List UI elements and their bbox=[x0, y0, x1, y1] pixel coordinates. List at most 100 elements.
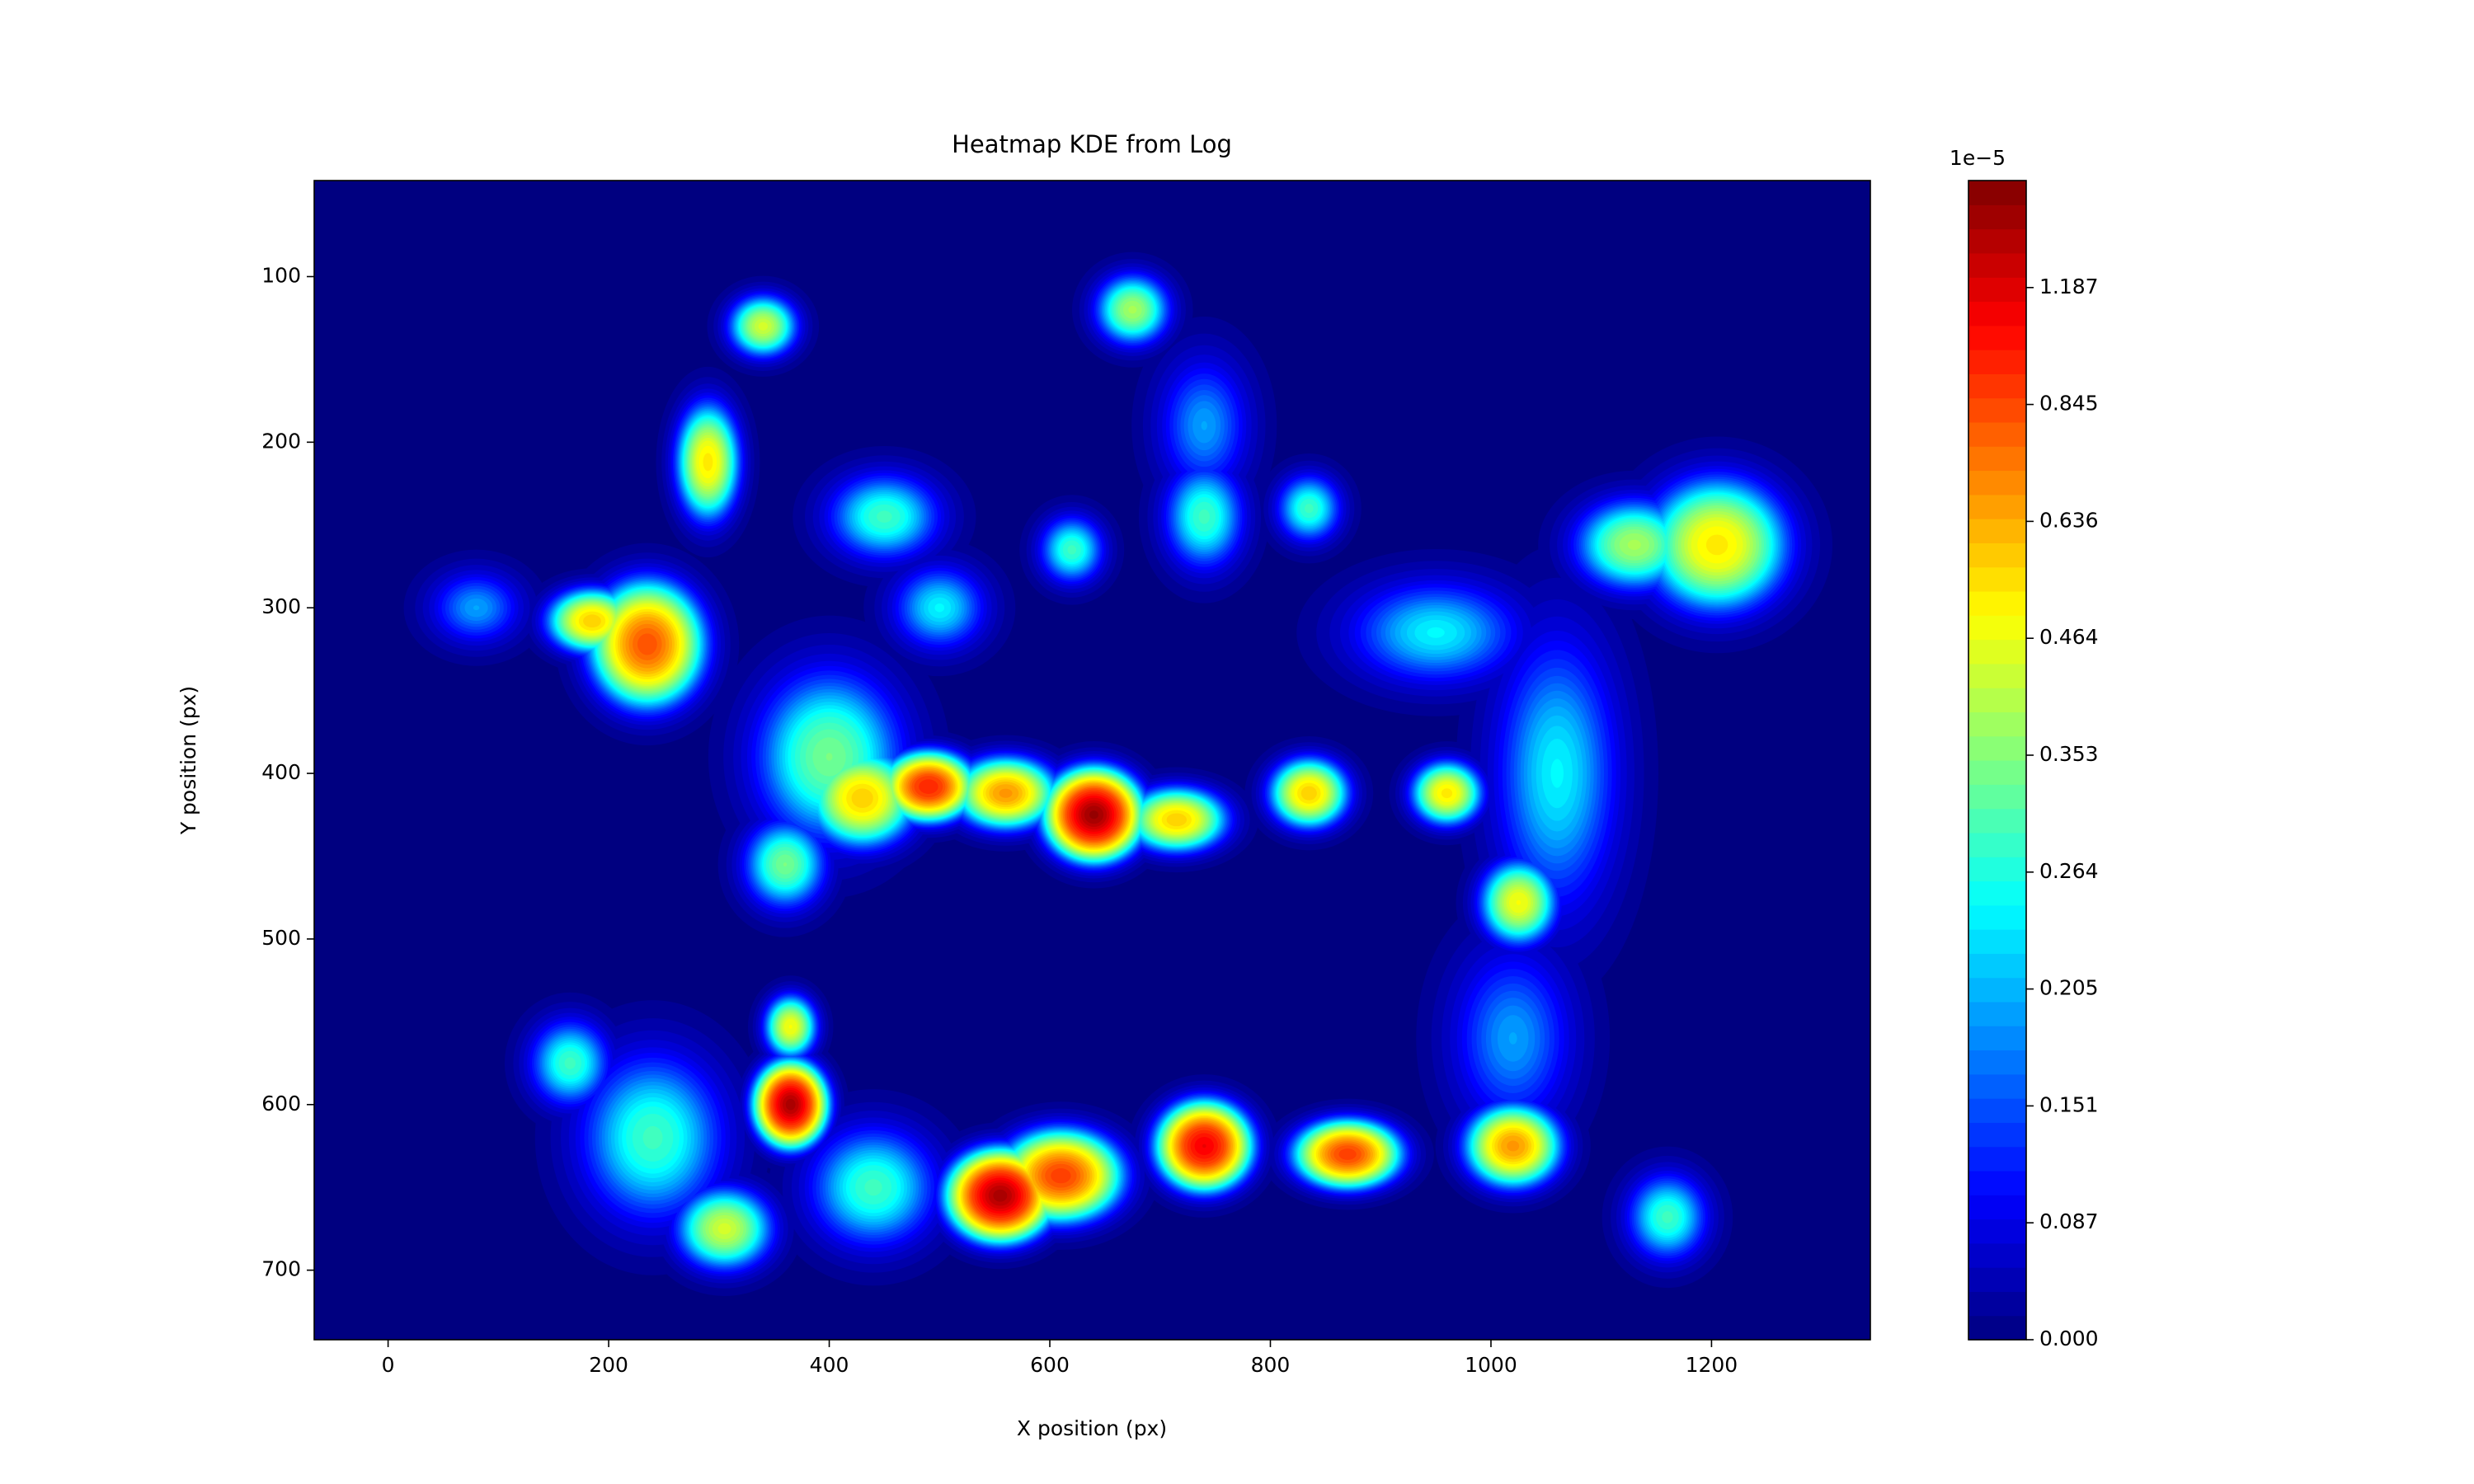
colorbar-band bbox=[1968, 711, 2026, 737]
density-contour bbox=[583, 614, 601, 628]
x-tick-label: 600 bbox=[1030, 1353, 1070, 1377]
colorbar-band bbox=[1968, 397, 2026, 423]
density-contour bbox=[1166, 813, 1188, 827]
colorbar-band bbox=[1968, 325, 2026, 350]
colorbar-band bbox=[1968, 350, 2026, 374]
density-contour bbox=[1507, 1140, 1520, 1152]
colorbar-band bbox=[1968, 615, 2026, 641]
colorbar-band bbox=[1968, 519, 2026, 543]
colorbar-offset: 1e−5 bbox=[1950, 146, 2006, 170]
colorbar-band bbox=[1968, 373, 2026, 399]
colorbar-band bbox=[1968, 566, 2026, 592]
colorbar-band bbox=[1968, 542, 2026, 568]
colorbar-band bbox=[1968, 1122, 2026, 1148]
density-contour bbox=[637, 633, 657, 655]
chart-title: Heatmap KDE from Log bbox=[952, 130, 1232, 158]
colorbar-band bbox=[1968, 1098, 2026, 1123]
colorbar-tick-label: 1.187 bbox=[2039, 275, 2099, 298]
density-contour bbox=[1705, 534, 1729, 556]
colorbar-band bbox=[1968, 760, 2026, 785]
density-contour bbox=[1300, 786, 1317, 801]
colorbar-band bbox=[1968, 1195, 2026, 1220]
colorbar-band bbox=[1968, 204, 2026, 230]
density-contour bbox=[864, 1179, 882, 1196]
density-contour bbox=[1516, 899, 1522, 905]
x-axis-label: X position (px) bbox=[1017, 1416, 1167, 1440]
density-contour bbox=[1128, 305, 1137, 314]
colorbar-band bbox=[1968, 808, 2026, 834]
density-contour bbox=[1550, 758, 1564, 788]
density-contour bbox=[717, 1223, 731, 1235]
y-tick-label: 300 bbox=[261, 594, 301, 618]
colorbar-tick-label: 0.636 bbox=[2039, 508, 2099, 532]
colorbar: 0.000 0.087 0.151 0.205 0.264 0.353 0.464 0.636… bbox=[1968, 180, 2099, 1350]
colorbar-band bbox=[1968, 1050, 2026, 1075]
density-contour bbox=[1627, 539, 1641, 551]
density-contour bbox=[934, 603, 945, 613]
axes: 0 200 400 600 800 1000 1200 100 200 300 400 500 600 7… bbox=[261, 180, 1871, 1377]
density-contour bbox=[999, 788, 1013, 798]
density-contour bbox=[919, 779, 938, 794]
colorbar-band bbox=[1968, 1242, 2026, 1268]
colorbar-band bbox=[1968, 1170, 2026, 1195]
colorbar-band bbox=[1968, 1001, 2026, 1026]
colorbar-tick-label: 0.353 bbox=[2039, 742, 2099, 766]
colorbar-band bbox=[1968, 1073, 2026, 1099]
colorbar-tick-label: 0.087 bbox=[2039, 1209, 2099, 1233]
density-contour bbox=[1089, 810, 1098, 819]
heatmap bbox=[314, 181, 1870, 1340]
density-contour bbox=[1508, 1032, 1517, 1045]
y-tick-label: 500 bbox=[261, 926, 301, 950]
colorbar-band bbox=[1968, 904, 2026, 930]
colorbar-tick-label: 0.000 bbox=[2039, 1327, 2099, 1350]
x-tick-label: 800 bbox=[1251, 1353, 1291, 1377]
density-contour bbox=[851, 788, 873, 808]
density-contour bbox=[564, 1057, 576, 1069]
density-contour bbox=[785, 1098, 796, 1111]
density-contour bbox=[703, 453, 713, 472]
density-contour bbox=[1051, 1167, 1071, 1184]
colorbar-tick-label: 0.205 bbox=[2039, 976, 2099, 1000]
x-tick-label: 0 bbox=[382, 1353, 395, 1377]
density-contour bbox=[1202, 1144, 1206, 1148]
colorbar-band bbox=[1968, 421, 2026, 447]
x-tick-label: 1000 bbox=[1465, 1353, 1517, 1377]
colorbar-band bbox=[1968, 590, 2026, 616]
density-contour bbox=[1441, 788, 1453, 799]
density-contour bbox=[1427, 627, 1445, 638]
colorbar-band bbox=[1968, 1026, 2026, 1051]
colorbar-band bbox=[1968, 977, 2026, 1003]
colorbar-band bbox=[1968, 494, 2026, 519]
density-contour bbox=[642, 1125, 663, 1149]
colorbar-band bbox=[1968, 832, 2026, 857]
density-contour bbox=[1304, 504, 1314, 514]
y-tick-label: 200 bbox=[261, 429, 301, 453]
colorbar-tick-label: 0.151 bbox=[2039, 1092, 2099, 1116]
density-contour bbox=[783, 862, 788, 866]
colorbar-band bbox=[1968, 181, 2026, 205]
density-contour bbox=[993, 1189, 1008, 1202]
density-contour bbox=[758, 322, 768, 331]
colorbar-tick-label: 0.264 bbox=[2039, 859, 2099, 883]
colorbar-band bbox=[1968, 1146, 2026, 1172]
colorbar-band bbox=[1968, 663, 2026, 688]
colorbar-tick-label: 0.464 bbox=[2039, 625, 2099, 649]
colorbar-band bbox=[1968, 929, 2026, 954]
plot-frame bbox=[313, 180, 1871, 1341]
colorbar-band bbox=[1968, 252, 2026, 278]
density-contour bbox=[1201, 420, 1207, 430]
x-tick-label: 400 bbox=[810, 1353, 849, 1377]
x-tick-label: 200 bbox=[589, 1353, 628, 1377]
density-contour bbox=[1338, 1148, 1357, 1160]
colorbar-band bbox=[1968, 1267, 2026, 1293]
colorbar-frame bbox=[1968, 180, 2027, 1341]
y-tick-label: 600 bbox=[261, 1092, 301, 1115]
colorbar-band bbox=[1968, 639, 2026, 665]
density-contour bbox=[788, 1025, 793, 1029]
colorbar-band bbox=[1968, 735, 2026, 761]
colorbar-band bbox=[1968, 857, 2026, 882]
y-tick-label: 100 bbox=[261, 263, 301, 287]
colorbar-band bbox=[1968, 277, 2026, 303]
density-contour bbox=[1198, 509, 1210, 524]
colorbar-tick-label: 0.845 bbox=[2039, 392, 2099, 416]
